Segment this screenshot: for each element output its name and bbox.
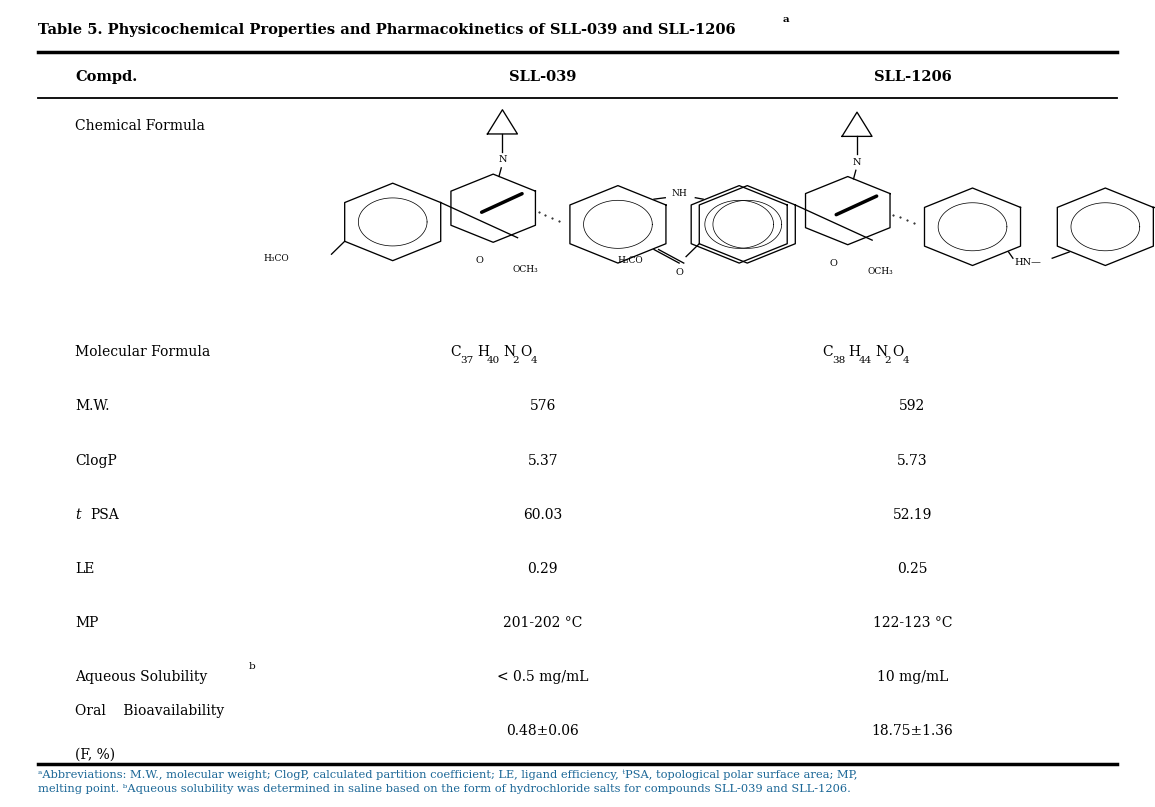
Text: 37: 37 (461, 356, 474, 365)
Text: Table 5. Physicochemical Properties and Pharmacokinetics of SLL-039 and SLL-1206: Table 5. Physicochemical Properties and … (38, 23, 736, 36)
Text: N: N (498, 155, 507, 165)
Text: OCH₃: OCH₃ (867, 267, 893, 276)
Text: NH: NH (671, 189, 687, 199)
Text: O: O (893, 345, 904, 359)
Text: N: N (852, 157, 862, 167)
Text: < 0.5 mg/mL: < 0.5 mg/mL (497, 670, 589, 684)
Text: 52.19: 52.19 (893, 508, 932, 521)
Text: 4: 4 (531, 356, 537, 365)
Text: O: O (676, 268, 683, 278)
Text: 0.29: 0.29 (528, 562, 558, 575)
Text: SLL-039: SLL-039 (509, 70, 576, 84)
Text: Aqueous Solubility: Aqueous Solubility (75, 670, 208, 684)
Text: 4: 4 (903, 356, 909, 365)
Text: HN—: HN— (1014, 257, 1042, 267)
Text: SLL-1206: SLL-1206 (873, 70, 952, 84)
Text: H: H (477, 345, 489, 359)
Text: N: N (504, 345, 515, 359)
Text: H₃CO: H₃CO (618, 256, 643, 266)
Text: Compd.: Compd. (75, 70, 137, 84)
Text: M.W.: M.W. (75, 399, 110, 413)
Text: MP: MP (75, 616, 98, 629)
Text: 2: 2 (513, 356, 520, 365)
Text: 5.37: 5.37 (528, 454, 558, 467)
Text: 5.73: 5.73 (897, 454, 927, 467)
Text: 576: 576 (530, 399, 556, 413)
Text: O: O (830, 258, 837, 268)
Text: 2: 2 (885, 356, 892, 365)
Text: b: b (248, 662, 255, 671)
Text: OCH₃: OCH₃ (513, 265, 538, 274)
Text: O: O (476, 256, 483, 266)
Text: 10 mg/mL: 10 mg/mL (877, 670, 948, 684)
Text: O: O (521, 345, 532, 359)
Text: 201-202 °C: 201-202 °C (504, 616, 582, 629)
Text: 40: 40 (487, 356, 500, 365)
Text: H₃CO: H₃CO (263, 253, 289, 263)
Text: C: C (450, 345, 461, 359)
Text: H: H (849, 345, 860, 359)
Text: t: t (75, 508, 81, 521)
Text: 60.03: 60.03 (523, 508, 562, 521)
Text: 592: 592 (900, 399, 925, 413)
Text: LE: LE (75, 562, 95, 575)
Text: (F, %): (F, %) (75, 748, 116, 762)
Text: Molecular Formula: Molecular Formula (75, 345, 210, 359)
Text: 0.25: 0.25 (897, 562, 927, 575)
Text: C: C (822, 345, 833, 359)
Text: N: N (875, 345, 887, 359)
Text: ᵃAbbreviations: M.W., molecular weight; ClogP, calculated partition coefficient;: ᵃAbbreviations: M.W., molecular weight; … (38, 769, 858, 794)
Text: 44: 44 (859, 356, 872, 365)
Text: ClogP: ClogP (75, 454, 117, 467)
Text: 38: 38 (833, 356, 845, 365)
Text: PSA: PSA (90, 508, 119, 521)
Text: a: a (783, 15, 790, 24)
Text: Oral    Bioavailability: Oral Bioavailability (75, 704, 224, 717)
Text: 122-123 °C: 122-123 °C (873, 616, 952, 629)
Text: 18.75±1.36: 18.75±1.36 (872, 724, 953, 738)
Text: 0.48±0.06: 0.48±0.06 (507, 724, 579, 738)
Text: Chemical Formula: Chemical Formula (75, 119, 204, 133)
